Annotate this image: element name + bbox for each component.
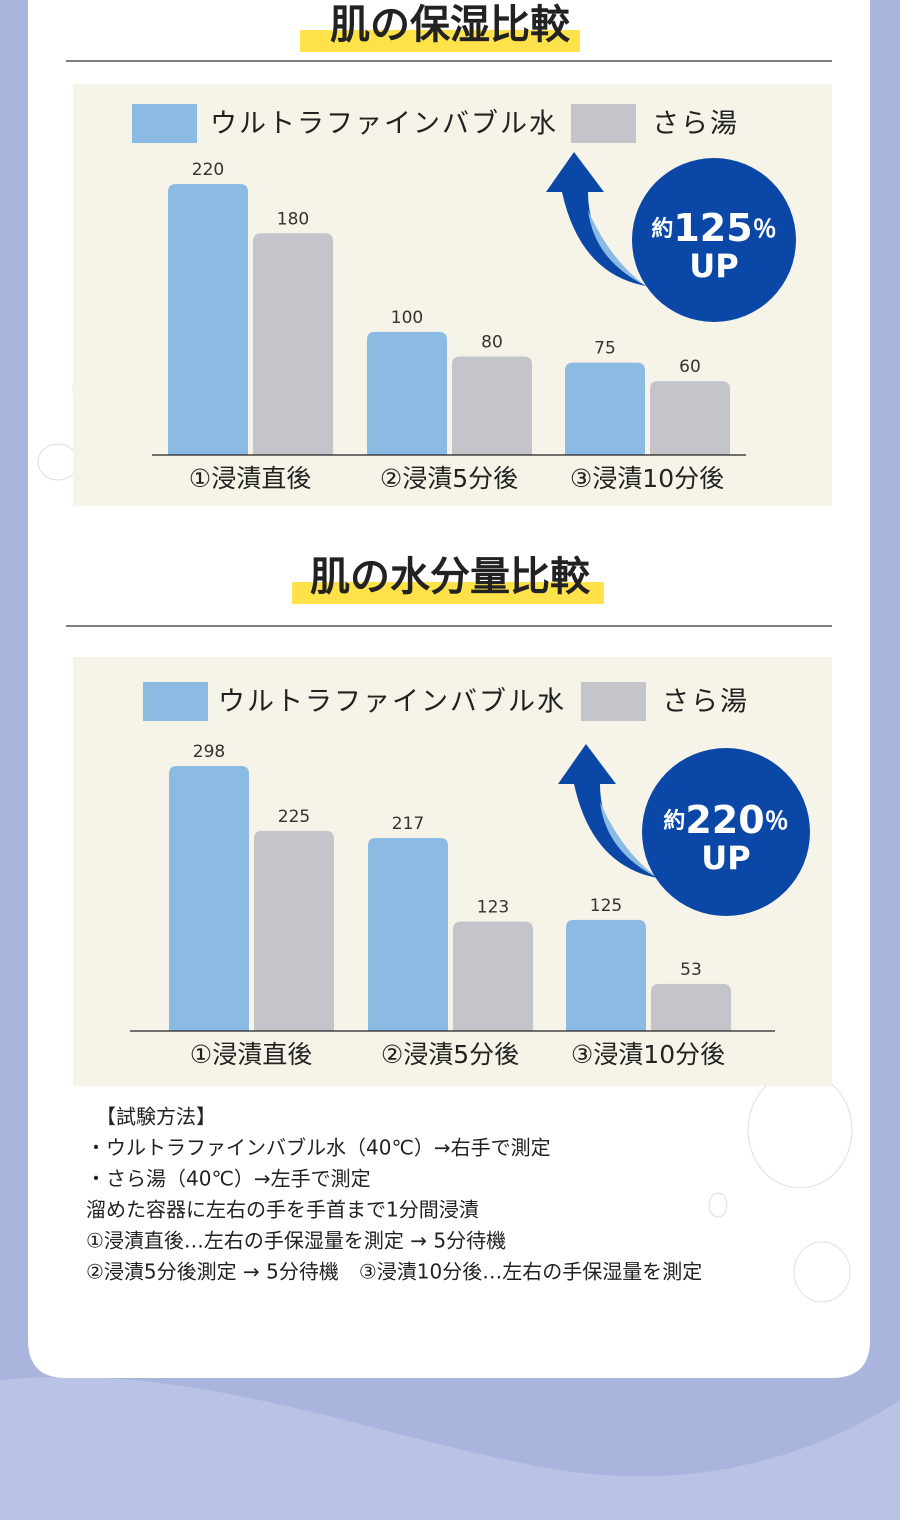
bar bbox=[368, 838, 448, 1031]
method-notes: 【試験方法】 ・ウルトラファインバブル水（40℃）→右手で測定・さら湯（40℃）… bbox=[86, 1105, 702, 1284]
badge-label: UP bbox=[689, 247, 738, 285]
arrow bbox=[546, 152, 646, 286]
bar bbox=[367, 331, 447, 455]
value-label: 53 bbox=[680, 960, 702, 980]
legend-swatch bbox=[581, 682, 646, 721]
bar bbox=[253, 233, 333, 455]
badge-text: 約220％ bbox=[663, 798, 788, 842]
value-label: 180 bbox=[277, 209, 309, 229]
badge-label: UP bbox=[701, 839, 750, 877]
badge-unit: ％ bbox=[753, 215, 777, 243]
method-line: ・さら湯（40℃）→左手で測定 bbox=[86, 1167, 371, 1191]
x-tick-label: ②浸漬5分後 bbox=[380, 464, 518, 493]
droplet bbox=[708, 1192, 728, 1218]
droplet bbox=[37, 443, 79, 481]
legend-label: さら湯 bbox=[652, 109, 739, 140]
bar bbox=[254, 830, 334, 1031]
badge-value: 220 bbox=[685, 798, 764, 842]
method-line: ②浸漬5分後測定 → 5分待機 ③浸漬10分後…左右の手保湿量を測定 bbox=[86, 1260, 702, 1284]
method-line: ①浸漬直後…左右の手保湿量を測定 → 5分待機 bbox=[86, 1229, 506, 1253]
bar bbox=[565, 362, 645, 455]
badge bbox=[632, 158, 796, 322]
x-tick-label: ②浸漬5分後 bbox=[381, 1040, 519, 1069]
x-tick-label: ③浸漬10分後 bbox=[571, 1040, 725, 1069]
badge-unit: ％ bbox=[765, 807, 789, 835]
legend-swatch bbox=[143, 682, 208, 721]
badge-prefix: 約 bbox=[651, 216, 673, 242]
value-label: 125 bbox=[590, 896, 622, 916]
value-label: 217 bbox=[392, 814, 424, 834]
method-heading: 【試験方法】 bbox=[96, 1105, 216, 1129]
bar bbox=[566, 919, 646, 1031]
badge bbox=[642, 748, 810, 916]
value-label: 225 bbox=[278, 807, 310, 827]
badge-text: 約125％ bbox=[651, 206, 776, 250]
bar bbox=[651, 983, 731, 1031]
legend-label: さら湯 bbox=[662, 687, 749, 718]
value-label: 123 bbox=[477, 898, 509, 918]
bar bbox=[168, 184, 248, 455]
legend-label: ウルトラファインバブル水 bbox=[218, 687, 566, 718]
value-label: 80 bbox=[481, 332, 503, 352]
bar bbox=[453, 921, 533, 1031]
badge-value: 125 bbox=[673, 206, 752, 250]
bar bbox=[169, 766, 249, 1031]
value-label: 75 bbox=[594, 339, 616, 359]
legend-label: ウルトラファインバブル水 bbox=[210, 109, 558, 140]
arrow bbox=[558, 744, 658, 878]
value-label: 298 bbox=[193, 742, 225, 762]
droplet bbox=[793, 1241, 851, 1303]
legend-swatch bbox=[571, 104, 636, 143]
chart-title: 肌の水分量比較 bbox=[310, 553, 591, 600]
x-tick-label: ③浸漬10分後 bbox=[570, 464, 724, 493]
wave bbox=[0, 1376, 900, 1520]
bar bbox=[650, 381, 730, 455]
bar bbox=[452, 356, 532, 455]
x-tick-label: ①浸漬直後 bbox=[190, 1040, 312, 1069]
chart-title: 肌の保湿比較 bbox=[330, 1, 571, 48]
value-label: 100 bbox=[391, 308, 423, 328]
value-label: 220 bbox=[192, 160, 224, 180]
legend-swatch bbox=[132, 104, 197, 143]
badge-prefix: 約 bbox=[663, 808, 685, 834]
title-highlight bbox=[292, 582, 604, 604]
droplet bbox=[747, 1071, 853, 1189]
value-label: 60 bbox=[679, 357, 701, 377]
title-highlight bbox=[300, 30, 580, 52]
method-line: ・ウルトラファインバブル水（40℃）→右手で測定 bbox=[86, 1136, 551, 1160]
method-line: 溜めた容器に左右の手を手首まで1分間浸漬 bbox=[86, 1198, 479, 1222]
x-tick-label: ①浸漬直後 bbox=[189, 464, 311, 493]
